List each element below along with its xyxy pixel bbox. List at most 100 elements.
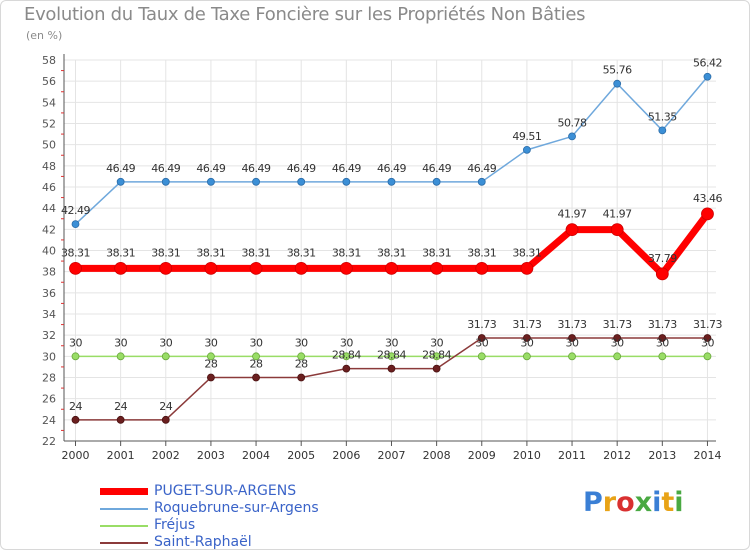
legend-label-saint-raphael: Saint-Raphaël [154,534,252,550]
data-point-puget-sur-argens [655,267,669,281]
data-label-roquebrune-sur-argens: 46.49 [287,162,316,175]
legend-swatch-puget [100,488,148,495]
x-tick-label: 2014 [693,449,721,462]
data-label-puget-sur-argens: 38.31 [287,246,316,259]
data-point-puget-sur-argens [204,261,218,275]
data-label-puget-sur-argens: 38.31 [151,246,180,259]
data-point-puget-sur-argens [69,261,82,275]
data-label-fr-jus: 30 [295,336,308,349]
data-point-fr-jus [116,352,125,361]
data-point-saint-rapha-l [613,334,622,342]
data-point-puget-sur-argens [701,207,714,221]
data-label-puget-sur-argens: 38.31 [467,246,496,259]
data-label-fr-jus: 30 [611,336,624,349]
y-tick-label: 44 [42,202,56,215]
data-point-saint-rapha-l [703,334,712,342]
data-label-fr-jus: 30 [250,336,263,349]
data-label-roquebrune-sur-argens: 46.49 [467,162,496,175]
y-tick-label: 52 [42,118,56,131]
data-point-roquebrune-sur-argens [432,177,441,186]
data-label-fr-jus: 30 [656,336,669,349]
data-point-saint-rapha-l [297,373,306,382]
data-point-fr-jus [658,352,667,361]
data-label-roquebrune-sur-argens: 50.78 [558,116,587,129]
x-tick-label: 2004 [242,449,270,462]
data-label-puget-sur-argens: 38.31 [61,246,90,259]
data-point-saint-rapha-l [116,415,125,424]
data-point-roquebrune-sur-argens [477,177,486,186]
y-tick-label: 42 [42,223,56,236]
data-point-roquebrune-sur-argens [252,177,260,186]
logo-letter: o [616,487,635,518]
x-tick-label: 2005 [287,449,315,462]
data-point-fr-jus [71,352,80,361]
legend-label-puget: PUGET-SUR-ARGENS [154,483,297,499]
data-point-roquebrune-sur-argens [613,79,622,88]
y-tick-label: 30 [42,350,56,363]
x-tick-label: 2011 [558,449,586,462]
y-tick-label: 48 [42,160,56,173]
data-point-saint-rapha-l [342,364,351,373]
y-tick-label: 56 [42,75,56,88]
data-label-saint-rapha-l: 31.73 [512,318,541,331]
data-label-saint-rapha-l: 31.73 [467,318,496,331]
data-label-puget-sur-argens: 38.31 [196,246,225,259]
y-tick-label: 46 [42,181,56,194]
y-tick-label: 24 [42,414,56,427]
data-point-fr-jus [342,352,351,361]
data-point-puget-sur-argens [610,223,624,237]
data-point-puget-sur-argens [385,261,398,275]
data-point-saint-rapha-l [252,373,260,382]
data-point-roquebrune-sur-argens [161,177,170,186]
y-tick-label: 22 [42,435,56,448]
logo-letter: t [661,487,675,518]
data-point-saint-rapha-l [387,364,396,373]
data-label-puget-sur-argens: 38.31 [377,246,406,259]
data-point-fr-jus [161,352,170,361]
logo-letter: r [602,487,617,518]
data-point-roquebrune-sur-argens [703,72,712,81]
y-tick-label: 36 [42,287,56,300]
data-point-puget-sur-argens [339,261,353,275]
data-label-roquebrune-sur-argens: 46.49 [332,162,361,175]
data-point-fr-jus [432,352,441,361]
data-point-puget-sur-argens [565,223,579,237]
legend-swatch-roquebrune [100,508,148,510]
x-tick-label: 2013 [648,449,676,462]
axes: 22 24 26 28 30 32 34 36 38 40 42 44 46 48 50 52 54 56 58 20… [42,54,721,462]
data-label-puget-sur-argens: 38.31 [106,246,135,259]
data-point-fr-jus [523,352,531,361]
data-point-roquebrune-sur-argens [297,177,306,186]
data-point-fr-jus [613,352,622,361]
y-tick-label: 38 [42,266,56,279]
data-point-fr-jus [387,352,396,361]
y-tick-label: 50 [42,139,56,152]
data-label-saint-rapha-l: 28.84 [332,349,361,362]
y-tick-label: 32 [42,329,56,342]
logo-letter: i [674,487,684,518]
x-tick-label: 2008 [423,449,451,462]
proxiti-logo: Proxiti [583,487,684,518]
data-point-fr-jus [703,352,712,361]
data-label-saint-rapha-l: 31.73 [648,318,677,331]
data-label-roquebrune-sur-argens: 42.49 [61,204,90,217]
legend-swatch-frejus [100,525,148,527]
x-tick-label: 2007 [377,449,405,462]
data-label-saint-rapha-l: 31.73 [693,318,722,331]
data-point-fr-jus [207,352,215,361]
data-label-fr-jus: 30 [204,336,217,349]
data-point-roquebrune-sur-argens [207,177,215,186]
data-point-puget-sur-argens [430,261,444,275]
data-point-roquebrune-sur-argens [71,220,80,229]
x-tick-label: 2009 [468,449,496,462]
x-tick-label: 2003 [197,449,225,462]
data-label-fr-jus: 30 [159,336,172,349]
y-tick-label: 28 [42,372,56,385]
data-label-roquebrune-sur-argens: 46.49 [377,162,406,175]
x-tick-label: 2012 [603,449,631,462]
x-tick-label: 2001 [107,449,135,462]
data-label-roquebrune-sur-argens: 46.49 [151,162,180,175]
y-tick-label: 40 [42,245,56,258]
series-lines [69,72,714,424]
